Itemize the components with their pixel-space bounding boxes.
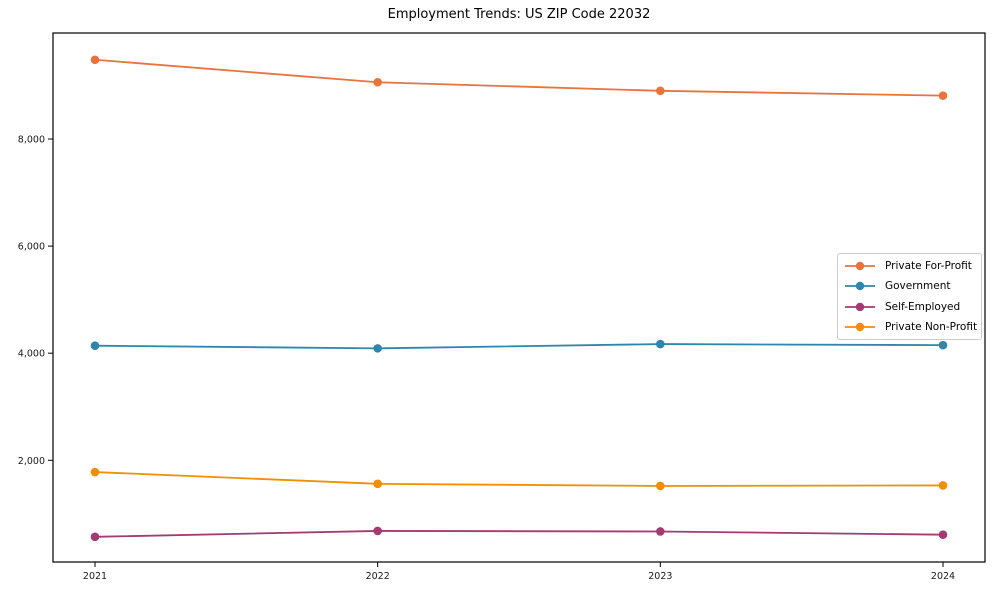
legend-entry: Self-Employed: [844, 301, 981, 313]
legend-entry: Private For-Profit: [844, 260, 981, 272]
data-point-government-2022: [373, 344, 382, 353]
data-point-private-non-profit-2023: [656, 481, 665, 491]
x-axis-tick-label: 2023: [648, 571, 672, 582]
legend-line-marker-icon: [845, 261, 875, 271]
data-point-private-non-profit-2024: [938, 481, 948, 490]
data-point-private-for-profit-2022: [373, 77, 382, 87]
legend-label: Private Non-Profit: [885, 320, 978, 333]
series-line-government: [94, 343, 944, 350]
series-line-private-non-profit: [94, 471, 944, 487]
data-point-private-non-profit-2022: [373, 479, 382, 489]
legend-line-marker-icon: [845, 302, 875, 311]
x-axis-tick-label: 2024: [931, 571, 955, 582]
legend: Private For-Profit Government Self-Employe…: [837, 253, 982, 340]
legend-line-marker-icon: [845, 322, 875, 332]
data-point-self-employed-2024: [938, 530, 948, 539]
x-axis-tick-label: 2021: [83, 571, 107, 582]
data-point-private-non-profit-2021: [90, 467, 100, 477]
data-point-private-for-profit-2024: [938, 91, 948, 100]
data-point-government-2023: [656, 339, 665, 349]
legend-entry: Private Non-Profit: [844, 321, 981, 333]
y-axis-tick-label: 8,000: [18, 135, 45, 146]
legend-label: Private For-Profit: [885, 260, 972, 273]
series-line-private-for-profit: [94, 58, 944, 97]
data-point-self-employed-2021: [90, 532, 100, 542]
data-point-government-2021: [90, 341, 100, 350]
data-point-private-for-profit-2023: [656, 86, 665, 96]
data-point-self-employed-2023: [656, 527, 665, 536]
legend-label: Self-Employed: [885, 300, 961, 313]
data-point-self-employed-2022: [373, 526, 382, 536]
y-axis-tick-label: 6,000: [18, 242, 45, 253]
y-axis-tick-label: 4,000: [18, 349, 45, 360]
chart-title: Employment Trends: US ZIP Code 22032: [387, 7, 651, 22]
legend-line-marker-icon: [845, 282, 875, 291]
data-point-government-2024: [938, 340, 948, 350]
plot-frame: [52, 32, 986, 563]
data-point-private-for-profit-2021: [90, 55, 100, 65]
series-line-self-employed: [94, 530, 944, 538]
x-axis-tick-label: 2022: [366, 571, 390, 582]
y-axis-tick-label: 2,000: [18, 456, 45, 467]
legend-label: Government: [885, 280, 951, 293]
legend-entry: Government: [844, 280, 981, 292]
